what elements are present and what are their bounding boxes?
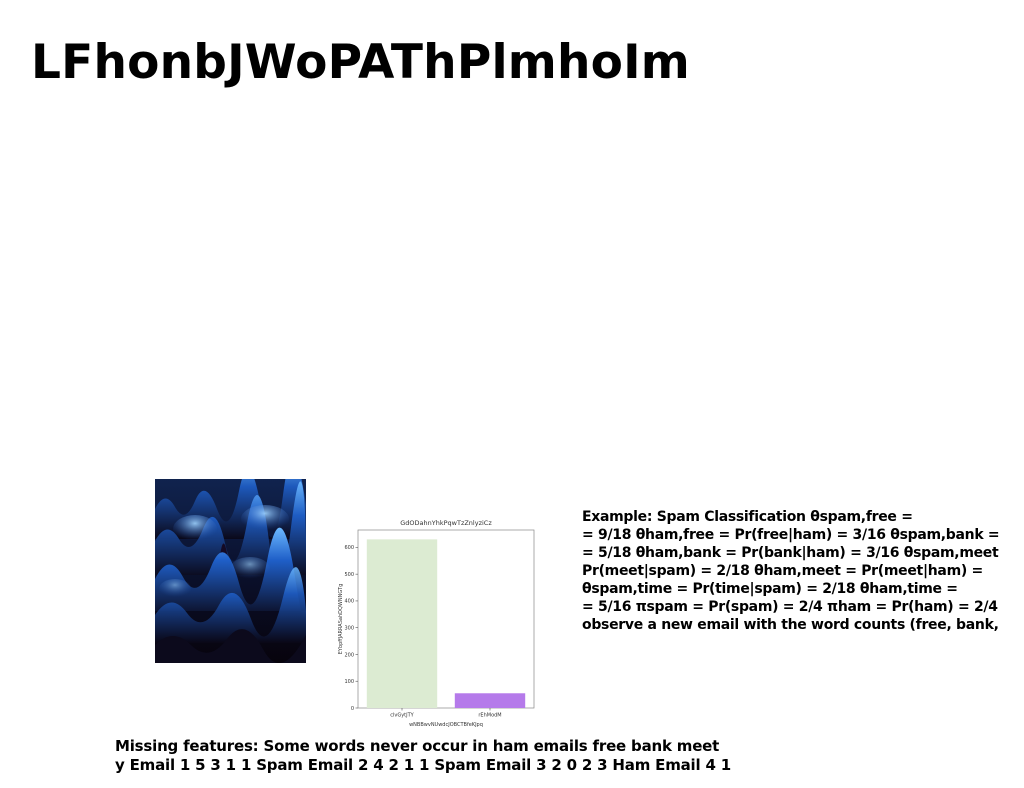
bar-chart: GdODahnYhkPqwTzZnlyziCz EYbpffJARRASahDQ… [338,519,535,728]
plot-frame [357,529,535,709]
example-spam-classification-text: Example: Spam Classification θspam,free … [582,509,1000,633]
y-tick-label: 0 [351,706,354,712]
y-tick-label: 600 [344,545,354,551]
y-tick-label: 500 [344,572,354,578]
slide-title: LFhonbJWoPAThPlmhoIm [31,35,690,90]
y-tick-label: 400 [344,599,354,605]
y-tick-label: 200 [344,652,354,658]
bar [366,539,438,708]
y-tick-label: 100 [344,679,354,685]
x-axis-label: wNBBwvNUwdcJOBCTBfeKJpq [409,722,483,728]
wave-surface-image [155,479,306,663]
chart-title: GdODahnYhkPqwTzZnlyziCz [400,519,492,527]
x-tick-label: rEhModM [478,713,501,719]
y-tick-label: 300 [344,625,354,631]
bar [454,693,526,708]
x-tick-label: clvGytJTY [390,713,414,719]
missing-features-text: Missing features: Some words never occur… [115,737,731,774]
y-axis-label: EYbpffJARRASahDQWNNGTg [338,584,344,655]
